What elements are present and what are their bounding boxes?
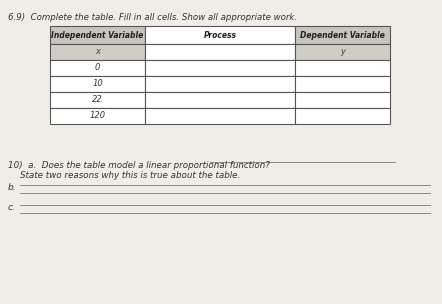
Polygon shape (145, 60, 295, 76)
Text: 10: 10 (92, 80, 103, 88)
Polygon shape (50, 26, 145, 44)
Text: State two reasons why this is true about the table.: State two reasons why this is true about… (20, 171, 240, 180)
Polygon shape (295, 76, 390, 92)
Polygon shape (295, 60, 390, 76)
Text: Independent Variable: Independent Variable (51, 30, 144, 40)
Polygon shape (145, 44, 295, 60)
Polygon shape (295, 92, 390, 108)
Text: 120: 120 (89, 112, 106, 120)
Text: 0: 0 (95, 64, 100, 72)
Text: b.: b. (8, 183, 17, 192)
Polygon shape (295, 44, 390, 60)
Polygon shape (50, 108, 145, 124)
Text: x: x (95, 47, 100, 57)
Polygon shape (50, 44, 145, 60)
Text: 10)  a.  Does the table model a linear proportional function?: 10) a. Does the table model a linear pro… (8, 161, 270, 170)
Polygon shape (145, 26, 295, 44)
Text: Process: Process (203, 30, 236, 40)
Polygon shape (145, 76, 295, 92)
Polygon shape (50, 76, 145, 92)
Text: y: y (340, 47, 345, 57)
Text: Dependent Variable: Dependent Variable (300, 30, 385, 40)
Polygon shape (295, 26, 390, 44)
Text: 6.9)  Complete the table. Fill in all cells. Show all appropriate work.: 6.9) Complete the table. Fill in all cel… (8, 13, 297, 22)
Polygon shape (145, 92, 295, 108)
Text: c.: c. (8, 203, 16, 212)
Polygon shape (50, 60, 145, 76)
Polygon shape (145, 108, 295, 124)
Polygon shape (50, 92, 145, 108)
Text: 22: 22 (92, 95, 103, 105)
Polygon shape (295, 108, 390, 124)
